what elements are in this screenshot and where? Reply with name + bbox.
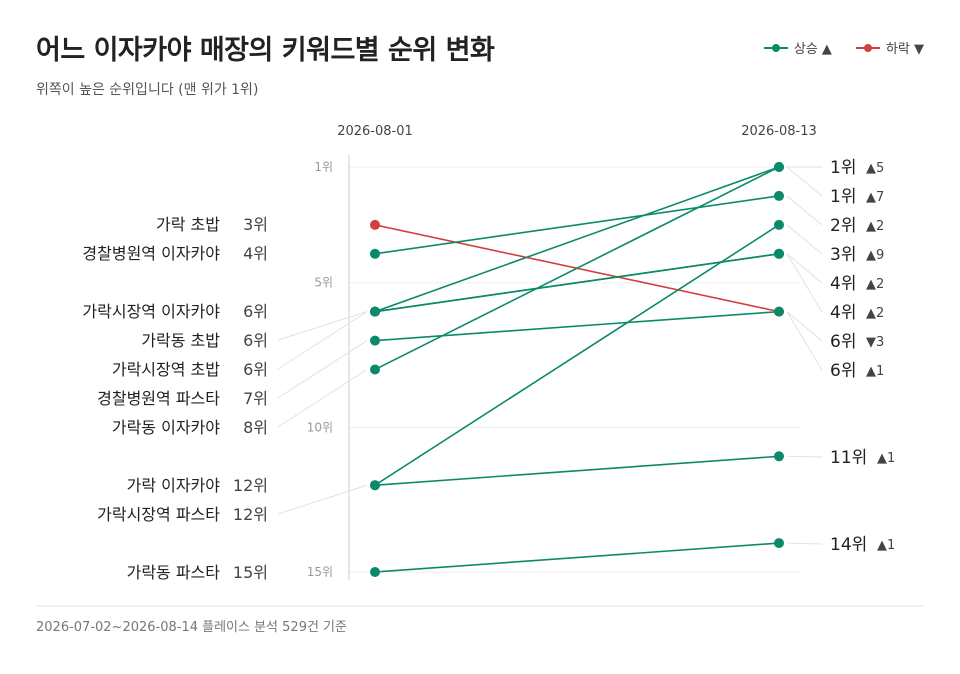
y-tick-label: 15위 [307,565,333,579]
series-line [374,542,780,573]
slope-dots [370,162,784,577]
series-end-rank-label: 4위 [830,274,856,294]
y-tick-label: 5위 [314,276,333,290]
series-start-rank-label: 3위 [243,215,268,234]
leader-line-right [786,253,823,313]
series-dot-end [774,190,784,201]
series-name-label: 가락시장역 이자카야 [82,302,220,321]
y-tick-label: 10위 [307,420,333,434]
series-start-rank-label: 15위 [233,563,268,582]
series-name-label: 가락동 파스타 [127,563,221,582]
series-name-label: 가락 초밥 [156,215,220,234]
chart-subtitle: 위쪽이 높은 순위입니다 (맨 위가 1위) [36,82,259,98]
series-name-label: 가락동 초밥 [141,331,220,350]
series-change-label: ▲7 [866,190,884,205]
series-dot-start [370,248,380,259]
leader-lines [277,166,823,545]
series-dot-end [774,248,784,259]
series-end-rank-label: 4위 [830,303,856,323]
series-change-label: ▲2 [866,306,884,321]
series-end-rank-label: 6위 [830,361,856,381]
leader-line-right [786,253,823,284]
series-start-rank-label: 6위 [243,331,268,350]
slope-lines [374,166,780,573]
series-name-label: 경찰병원역 파스타 [97,389,220,408]
series-end-rank-label: 1위 [830,158,856,178]
series-name-label: 가락시장역 파스타 [97,505,220,524]
series-end-rank-label: 1위 [830,187,856,207]
series-start-rank-label: 6위 [243,302,268,321]
series-line [374,252,780,313]
leader-line-left [277,369,368,428]
right-labels: 1위 ▲5 1위 ▲7 2위 ▲2 3위 ▲9 4위 ▲2 4위 ▲2 6위 ▼3 6위 ▲1 11위 ▲1 14위… [830,158,895,555]
series-start-rank-label: 12위 [233,505,268,524]
y-tick-label: 1위 [314,160,333,174]
series-dot-start [370,480,380,491]
chart-title: 어느 이자카야 매장의 키워드별 순위 변화 [36,35,495,66]
series-end-rank-label: 11위 [830,448,867,468]
series-dot-start [370,306,380,317]
leader-line-right [786,224,823,255]
series-line [374,455,780,487]
series-line [374,166,780,371]
series-end-rank-label: 2위 [830,216,856,236]
series-name-label: 가락시장역 초밥 [112,360,220,379]
series-name-label: 가락동 이자카야 [112,418,220,437]
series-start-rank-label: 7위 [243,389,268,408]
legend-item-up: 상승 ▲ [763,38,832,57]
leader-line-left [277,340,368,399]
leader-line-left [277,311,368,370]
series-change-label: ▲2 [866,277,884,292]
series-change-label: ▲9 [866,248,884,263]
leader-line-right [786,542,823,545]
leader-line-right [786,195,823,226]
legend-label-down: 하락 ▼ [885,42,924,57]
series-line [374,195,780,255]
series-name-label: 가락 이자카야 [127,476,221,495]
series-dot-start [370,364,380,375]
series-dot-end [774,451,784,462]
series-end-rank-label: 14위 [830,535,867,555]
series-name-label: 경찰병원역 이자카야 [82,244,220,263]
legend-swatch-down [855,43,880,52]
x-label-start: 2026-08-01 [337,124,413,139]
series-change-label: ▲2 [866,219,884,234]
series-dot-end [774,219,784,230]
series-line [374,166,780,313]
series-change-label: ▲5 [866,161,884,176]
series-change-label: ▲1 [877,451,895,466]
leader-line-left [277,311,368,341]
series-end-rank-label: 6위 [830,332,856,352]
series-start-rank-label: 12위 [233,476,268,495]
footer-note: 2026-07-02~2026-08-14 플레이스 분석 529건 기준 [36,620,347,635]
leader-line-right [786,311,823,342]
series-dot-end [774,162,784,172]
series-start-rank-label: 6위 [243,360,268,379]
series-dot-end [774,538,784,549]
x-label-end: 2026-08-13 [741,124,817,139]
series-start-rank-label: 4위 [243,244,268,263]
series-line [374,310,780,342]
legend-item-down: 하락 ▼ [855,38,924,57]
leader-line-right [786,166,823,197]
series-end-rank-label: 3위 [830,245,856,265]
series-dot-start [370,567,380,577]
series-line [374,224,780,486]
leader-line-left [277,484,368,515]
series-dot-start [370,335,380,346]
series-dot-start [370,219,380,230]
series-start-rank-label: 8위 [243,418,268,437]
series-change-label: ▼3 [866,335,884,350]
legend-swatch-up [763,43,788,52]
leader-line-right [786,455,823,458]
series-change-label: ▲1 [877,538,895,553]
legend: 상승 ▲ 하락 ▼ [763,38,924,57]
legend-label-up: 상승 ▲ [793,42,832,57]
series-change-label: ▲1 [866,364,884,379]
series-dot-end [774,306,784,317]
leader-line-right [786,311,823,371]
